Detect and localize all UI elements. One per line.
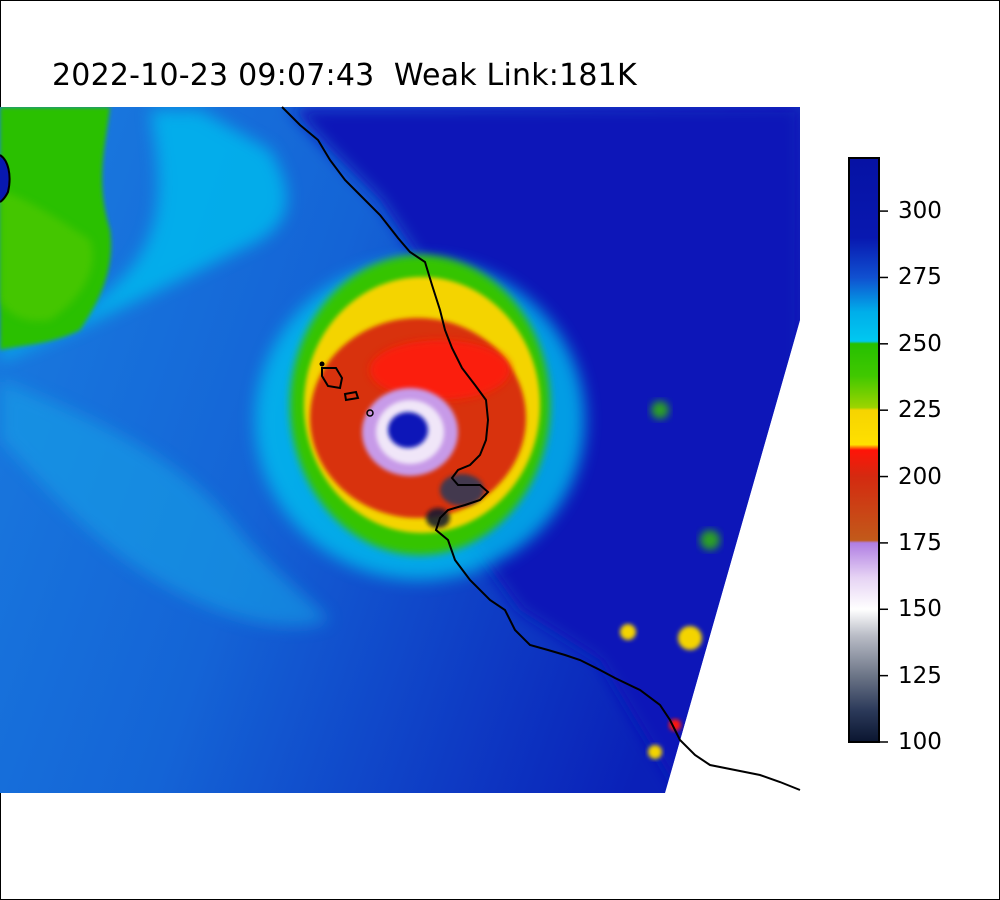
island-outline (319, 361, 325, 367)
convective-cell (648, 745, 662, 759)
green-cloud-patch-dark (0, 190, 93, 321)
colorbar-gradient (848, 157, 888, 743)
convective-cell (678, 626, 702, 650)
colorbar-tick-label: 175 (898, 529, 942, 556)
island-outline (343, 390, 360, 402)
colorbar-tick-label: 275 (898, 264, 942, 291)
island-outline (321, 367, 344, 390)
cyclone-eye (388, 412, 428, 448)
colorbar-tick-label: 125 (898, 662, 942, 689)
colorbar (848, 157, 888, 743)
colorbar-tick-label: 150 (898, 596, 942, 623)
figure-title: 2022-10-23 09:07:43 Weak Link:181K (52, 58, 637, 93)
cyan-cloud-band-lower (0, 380, 330, 627)
coastline (281, 106, 801, 791)
convective-cell (651, 401, 669, 419)
island-outline (366, 409, 374, 417)
imagery-swath (0, 107, 800, 793)
cyclone-red-arc (370, 340, 510, 400)
colorbar-tick-label: 300 (898, 198, 942, 225)
colorbar-tick-label: 100 (898, 729, 942, 755)
convective-cell (620, 624, 636, 640)
lake-outline (0, 154, 11, 203)
coldest-pixels (440, 474, 484, 506)
colorbar-tick-label: 225 (898, 397, 942, 424)
convective-cell (700, 530, 720, 550)
cyan-cloud-band (0, 110, 287, 360)
colorbar-tick-label: 200 (898, 463, 942, 490)
colorbar-tick-label: 250 (898, 330, 942, 357)
